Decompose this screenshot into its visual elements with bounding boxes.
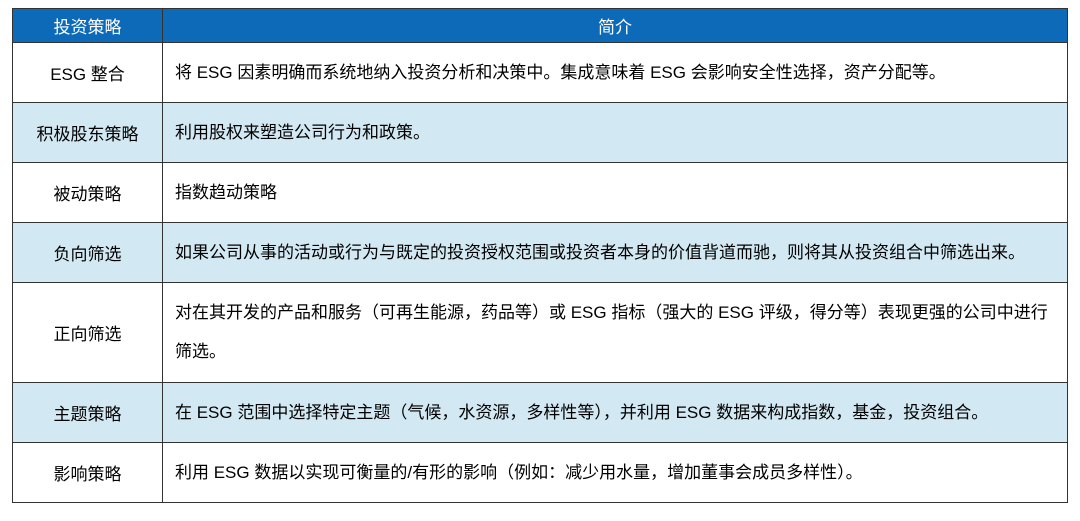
- cell-strategy: 主题策略: [13, 382, 163, 442]
- cell-desc: 如果公司从事的活动或行为与既定的投资授权范围或投资者本身的价值背道而驰，则将其从…: [163, 223, 1068, 283]
- table-row: ESG 整合 将 ESG 因素明确而系统地纳入投资分析和决策中。集成意味着 ES…: [13, 43, 1068, 103]
- cell-strategy: ESG 整合: [13, 43, 163, 103]
- cell-desc: 在 ESG 范围中选择特定主题（气候，水资源，多样性等），并利用 ESG 数据来…: [163, 382, 1068, 442]
- cell-desc: 利用 ESG 数据以实现可衡量的/有形的影响（例如：减少用水量，增加董事会成员多…: [163, 442, 1068, 502]
- table-row: 负向筛选 如果公司从事的活动或行为与既定的投资授权范围或投资者本身的价值背道而驰…: [13, 223, 1068, 283]
- table-row: 积极股东策略 利用股权来塑造公司行为和政策。: [13, 103, 1068, 163]
- cell-strategy: 积极股东策略: [13, 103, 163, 163]
- cell-desc: 对在其开发的产品和服务（可再生能源，药品等）或 ESG 指标（强大的 ESG 评…: [163, 283, 1068, 382]
- table-row: 主题策略 在 ESG 范围中选择特定主题（气候，水资源，多样性等），并利用 ES…: [13, 382, 1068, 442]
- esg-strategies-table: 投资策略 简介 ESG 整合 将 ESG 因素明确而系统地纳入投资分析和决策中。…: [12, 8, 1068, 503]
- cell-strategy: 正向筛选: [13, 283, 163, 382]
- table-row: 被动策略 指数趋动策略: [13, 163, 1068, 223]
- cell-strategy: 被动策略: [13, 163, 163, 223]
- cell-desc: 指数趋动策略: [163, 163, 1068, 223]
- table-row: 影响策略 利用 ESG 数据以实现可衡量的/有形的影响（例如：减少用水量，增加董…: [13, 442, 1068, 502]
- cell-desc: 将 ESG 因素明确而系统地纳入投资分析和决策中。集成意味着 ESG 会影响安全…: [163, 43, 1068, 103]
- table-row: 正向筛选 对在其开发的产品和服务（可再生能源，药品等）或 ESG 指标（强大的 …: [13, 283, 1068, 382]
- cell-strategy: 负向筛选: [13, 223, 163, 283]
- table-header-row: 投资策略 简介: [13, 9, 1068, 43]
- header-desc: 简介: [163, 9, 1068, 43]
- cell-desc: 利用股权来塑造公司行为和政策。: [163, 103, 1068, 163]
- cell-strategy: 影响策略: [13, 442, 163, 502]
- header-strategy: 投资策略: [13, 9, 163, 43]
